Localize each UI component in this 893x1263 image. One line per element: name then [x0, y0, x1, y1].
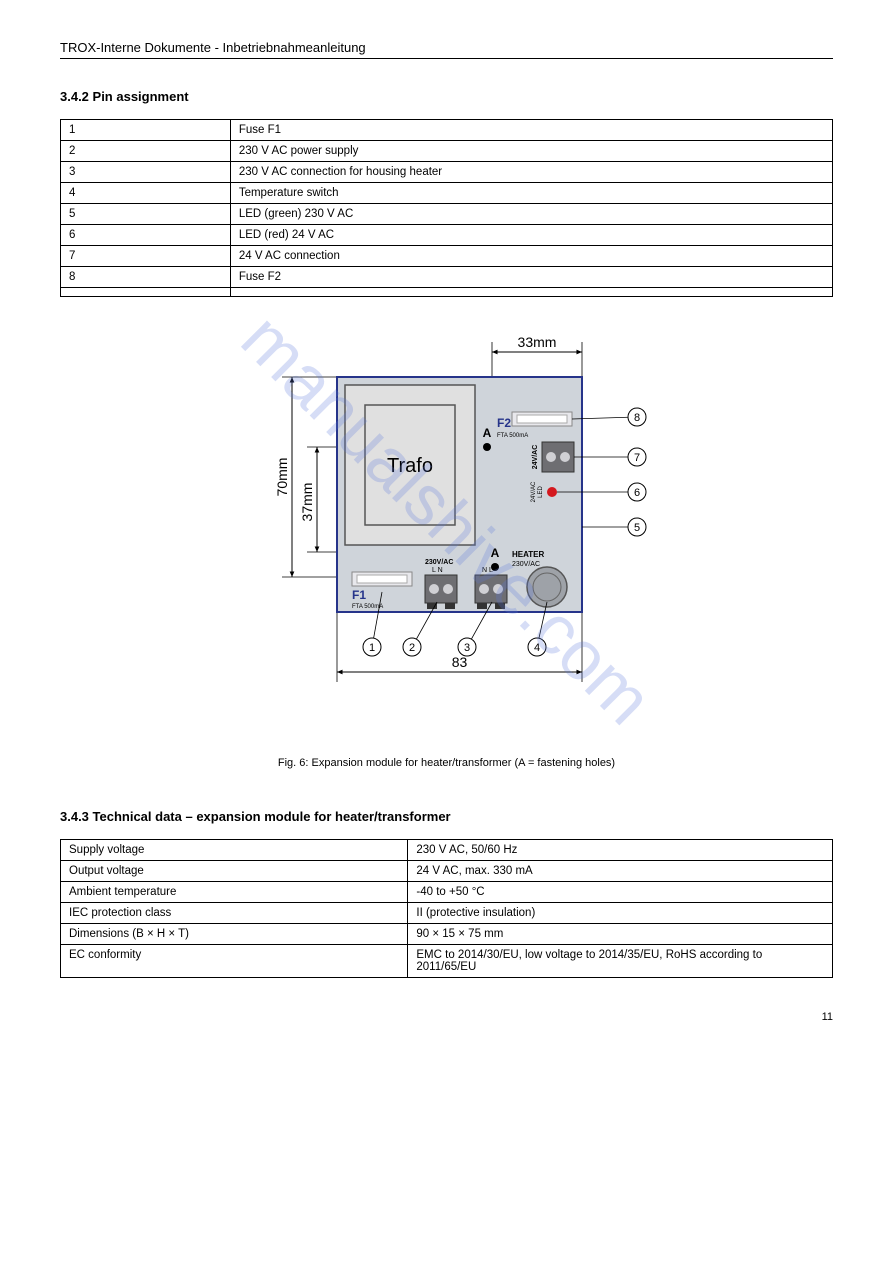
- svg-text:230V/AC: 230V/AC: [512, 561, 540, 568]
- table-row: 6LED (red) 24 V AC: [61, 225, 833, 246]
- svg-text:L N: L N: [432, 567, 443, 574]
- table-cell: Temperature switch: [230, 183, 832, 204]
- table-cell: 7: [61, 246, 231, 267]
- table-cell: [230, 288, 832, 297]
- table-row: 3230 V AC connection for housing heater: [61, 162, 833, 183]
- table-row: 724 V AC connection: [61, 246, 833, 267]
- table-row: Dimensions (B × H × T)90 × 15 × 75 mm: [61, 924, 833, 945]
- table-cell: Fuse F1: [230, 120, 832, 141]
- figure-caption: Fig. 6: Expansion module for heater/tran…: [60, 757, 833, 769]
- table-row: 8Fuse F2: [61, 267, 833, 288]
- svg-text:HEATER: HEATER: [512, 550, 545, 559]
- table-cell: -40 to +50 °C: [408, 882, 833, 903]
- svg-text:3: 3: [463, 642, 469, 654]
- table-cell: LED (red) 24 V AC: [230, 225, 832, 246]
- table-row: 2230 V AC power supply: [61, 141, 833, 162]
- table-row: [61, 288, 833, 297]
- svg-text:A: A: [482, 426, 491, 440]
- table-cell: 2: [61, 141, 231, 162]
- table-cell: 230 V AC connection for housing heater: [230, 162, 832, 183]
- pin-assignment-table: 1Fuse F12230 V AC power supply3230 V AC …: [60, 119, 833, 297]
- svg-text:Trafo: Trafo: [387, 455, 433, 477]
- table-cell: 5: [61, 204, 231, 225]
- tech-data-table: Supply voltage230 V AC, 50/60 HzOutput v…: [60, 839, 833, 978]
- table-cell: Supply voltage: [61, 840, 408, 861]
- svg-text:LED: LED: [538, 485, 544, 497]
- table-cell: II (protective insulation): [408, 903, 833, 924]
- table-cell: 230 V AC power supply: [230, 141, 832, 162]
- table-cell: 24 V AC connection: [230, 246, 832, 267]
- svg-text:83: 83: [451, 654, 467, 670]
- svg-text:FTA 500mA: FTA 500mA: [497, 433, 528, 439]
- table-cell: 24 V AC, max. 330 mA: [408, 861, 833, 882]
- svg-text:4: 4: [533, 642, 539, 654]
- table-cell: Output voltage: [61, 861, 408, 882]
- svg-text:24V/AC: 24V/AC: [531, 481, 537, 502]
- table-row: EC conformityEMC to 2014/30/EU, low volt…: [61, 945, 833, 978]
- table-row: Output voltage24 V AC, max. 330 mA: [61, 861, 833, 882]
- svg-text:2: 2: [408, 642, 414, 654]
- svg-text:70mm: 70mm: [274, 458, 290, 497]
- svg-text:5: 5: [633, 522, 639, 534]
- svg-text:8: 8: [633, 412, 639, 424]
- table-cell: 90 × 15 × 75 mm: [408, 924, 833, 945]
- svg-text:24V/AC: 24V/AC: [532, 445, 539, 470]
- svg-text:A: A: [490, 546, 499, 560]
- table-cell: IEC protection class: [61, 903, 408, 924]
- table-row: IEC protection classII (protective insul…: [61, 903, 833, 924]
- table-row: 4Temperature switch: [61, 183, 833, 204]
- svg-text:1: 1: [368, 642, 374, 654]
- section-title-1: 3.4.2 Pin assignment: [60, 89, 833, 104]
- page-number: 11: [822, 1011, 833, 1023]
- table-row: 5LED (green) 230 V AC: [61, 204, 833, 225]
- table-cell: [61, 288, 231, 297]
- pcb-diagram: 33mm70mm37mm83TrafoAAF2FTA 500mA24V/ACLE…: [217, 317, 677, 747]
- table-row: Ambient temperature-40 to +50 °C: [61, 882, 833, 903]
- svg-text:N L: N L: [482, 567, 493, 574]
- table-cell: 1: [61, 120, 231, 141]
- svg-text:7: 7: [633, 452, 639, 464]
- table-cell: Dimensions (B × H × T): [61, 924, 408, 945]
- page-header: TROX-Interne Dokumente - Inbetriebnahmea…: [60, 40, 833, 59]
- table-cell: EC conformity: [61, 945, 408, 978]
- table-cell: Ambient temperature: [61, 882, 408, 903]
- svg-text:F2: F2: [497, 416, 511, 430]
- table-cell: 3: [61, 162, 231, 183]
- svg-text:F1: F1: [352, 588, 366, 602]
- svg-text:6: 6: [633, 487, 639, 499]
- section-title-2: 3.4.3 Technical data – expansion module …: [60, 809, 833, 824]
- table-row: Supply voltage230 V AC, 50/60 Hz: [61, 840, 833, 861]
- figure-container: 33mm70mm37mm83TrafoAAF2FTA 500mA24V/ACLE…: [60, 317, 833, 747]
- table-cell: 4: [61, 183, 231, 204]
- table-cell: 6: [61, 225, 231, 246]
- table-cell: EMC to 2014/30/EU, low voltage to 2014/3…: [408, 945, 833, 978]
- svg-text:37mm: 37mm: [299, 483, 315, 522]
- table-cell: Fuse F2: [230, 267, 832, 288]
- svg-text:230V/AC: 230V/AC: [425, 559, 453, 566]
- svg-text:33mm: 33mm: [517, 334, 556, 350]
- table-cell: 8: [61, 267, 231, 288]
- table-row: 1Fuse F1: [61, 120, 833, 141]
- table-cell: LED (green) 230 V AC: [230, 204, 832, 225]
- table-cell: 230 V AC, 50/60 Hz: [408, 840, 833, 861]
